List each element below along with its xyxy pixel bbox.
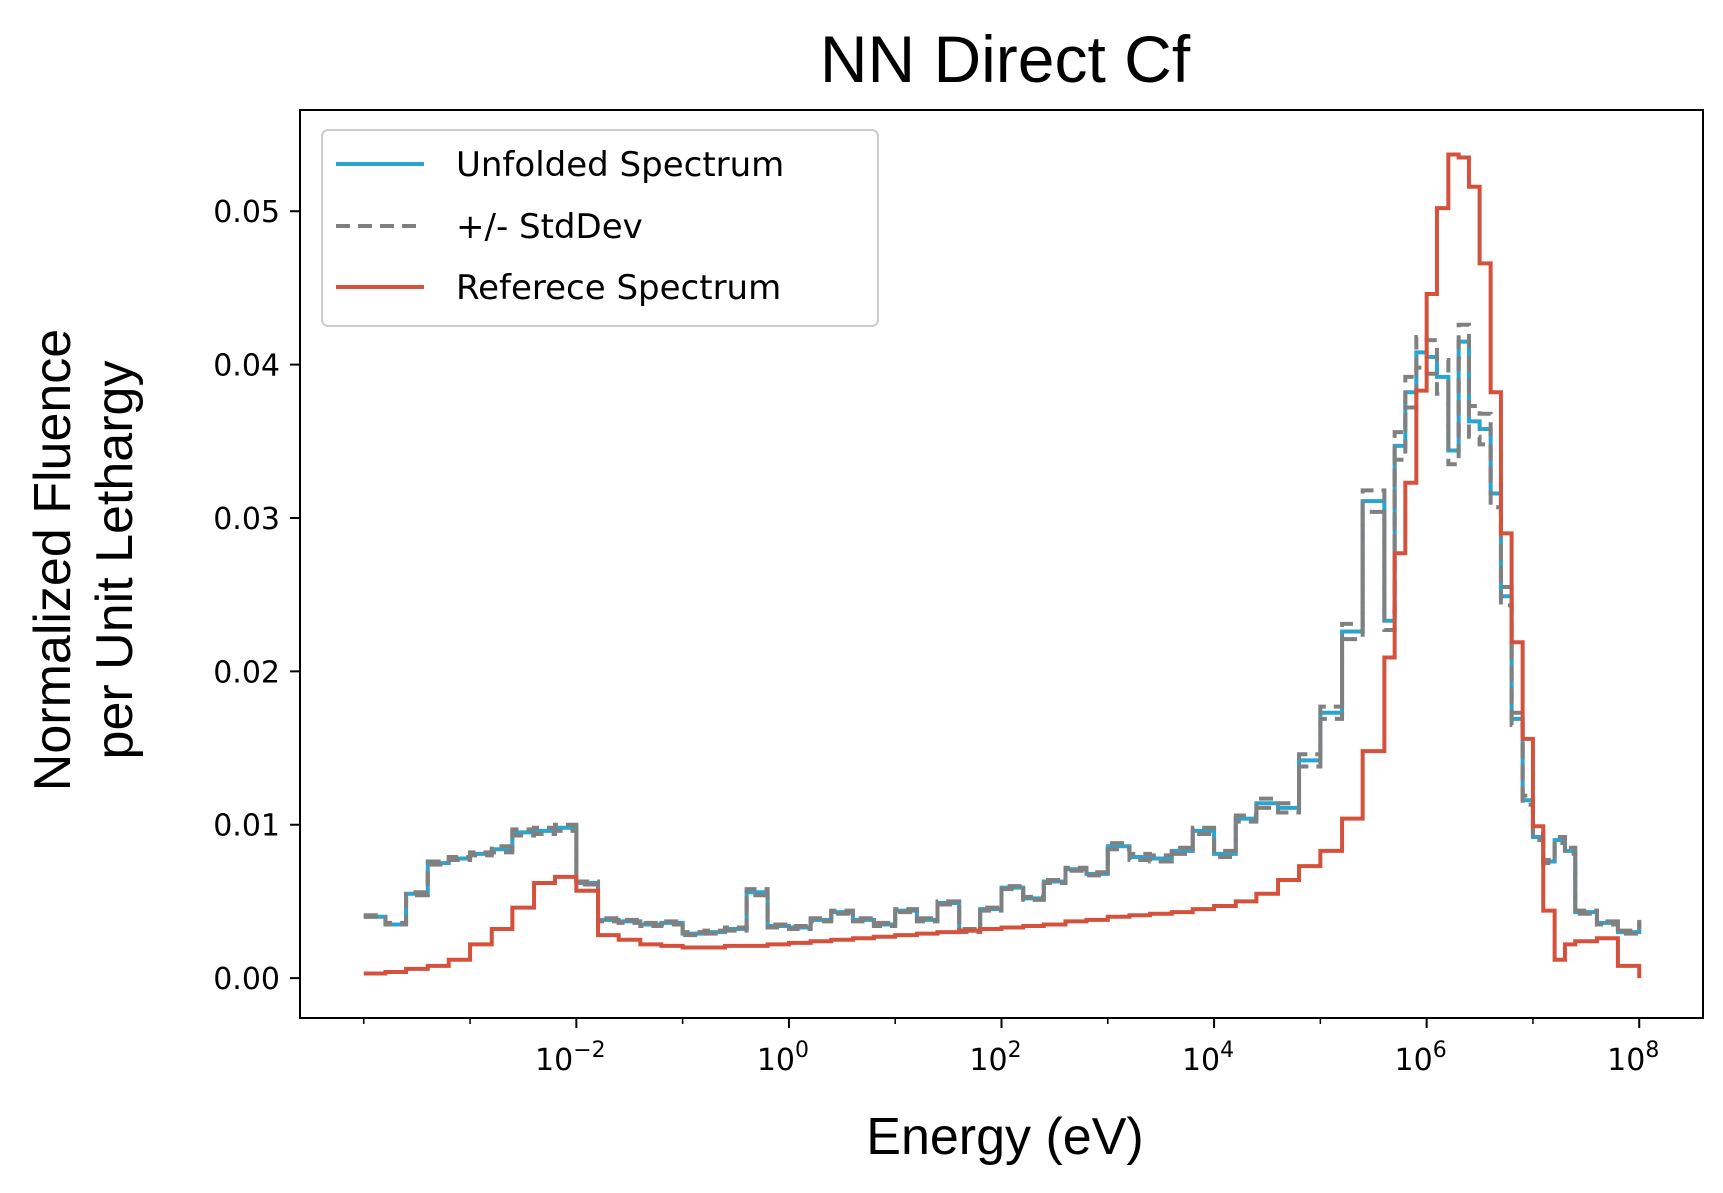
series-stddev-upper <box>363 322 1642 935</box>
y-tick-label: 0.00 <box>213 962 280 997</box>
x-tick-label: 104 <box>1182 1038 1234 1078</box>
y-tick-label: 0.03 <box>213 502 280 537</box>
series-reference-spectrum <box>363 152 1642 979</box>
legend-label-unfolded: Unfolded Spectrum <box>456 145 784 185</box>
y-tick-label: 0.01 <box>213 809 280 844</box>
x-axis-title: Energy (eV) <box>866 1108 1143 1166</box>
legend-box <box>321 129 879 327</box>
legend-label-stddev: +/- StdDev <box>456 207 643 247</box>
plot-area <box>363 152 1642 979</box>
y-axis-title-line-2: per Unit Lethargy <box>86 361 144 760</box>
legend-label-reference: Referece Spectrum <box>456 268 781 308</box>
y-tick-label: 0.05 <box>213 195 280 230</box>
x-tick-label: 10−2 <box>535 1038 606 1078</box>
plot-frame <box>299 109 1704 1019</box>
y-tick-label: 0.04 <box>213 349 280 384</box>
y-tick-label: 0.02 <box>213 655 280 690</box>
legend: Unfolded Spectrum +/- StdDev Referece Sp… <box>321 129 879 327</box>
chart-title: NN Direct Cf <box>820 22 1191 96</box>
y-axis-title: Normalized Fluence per Unit Lethargy <box>24 329 144 791</box>
y-axis-title-line-1: Normalized Fluence <box>24 329 82 791</box>
series-stddev-lower <box>363 356 1642 938</box>
x-tick-label: 106 <box>1395 1038 1447 1078</box>
